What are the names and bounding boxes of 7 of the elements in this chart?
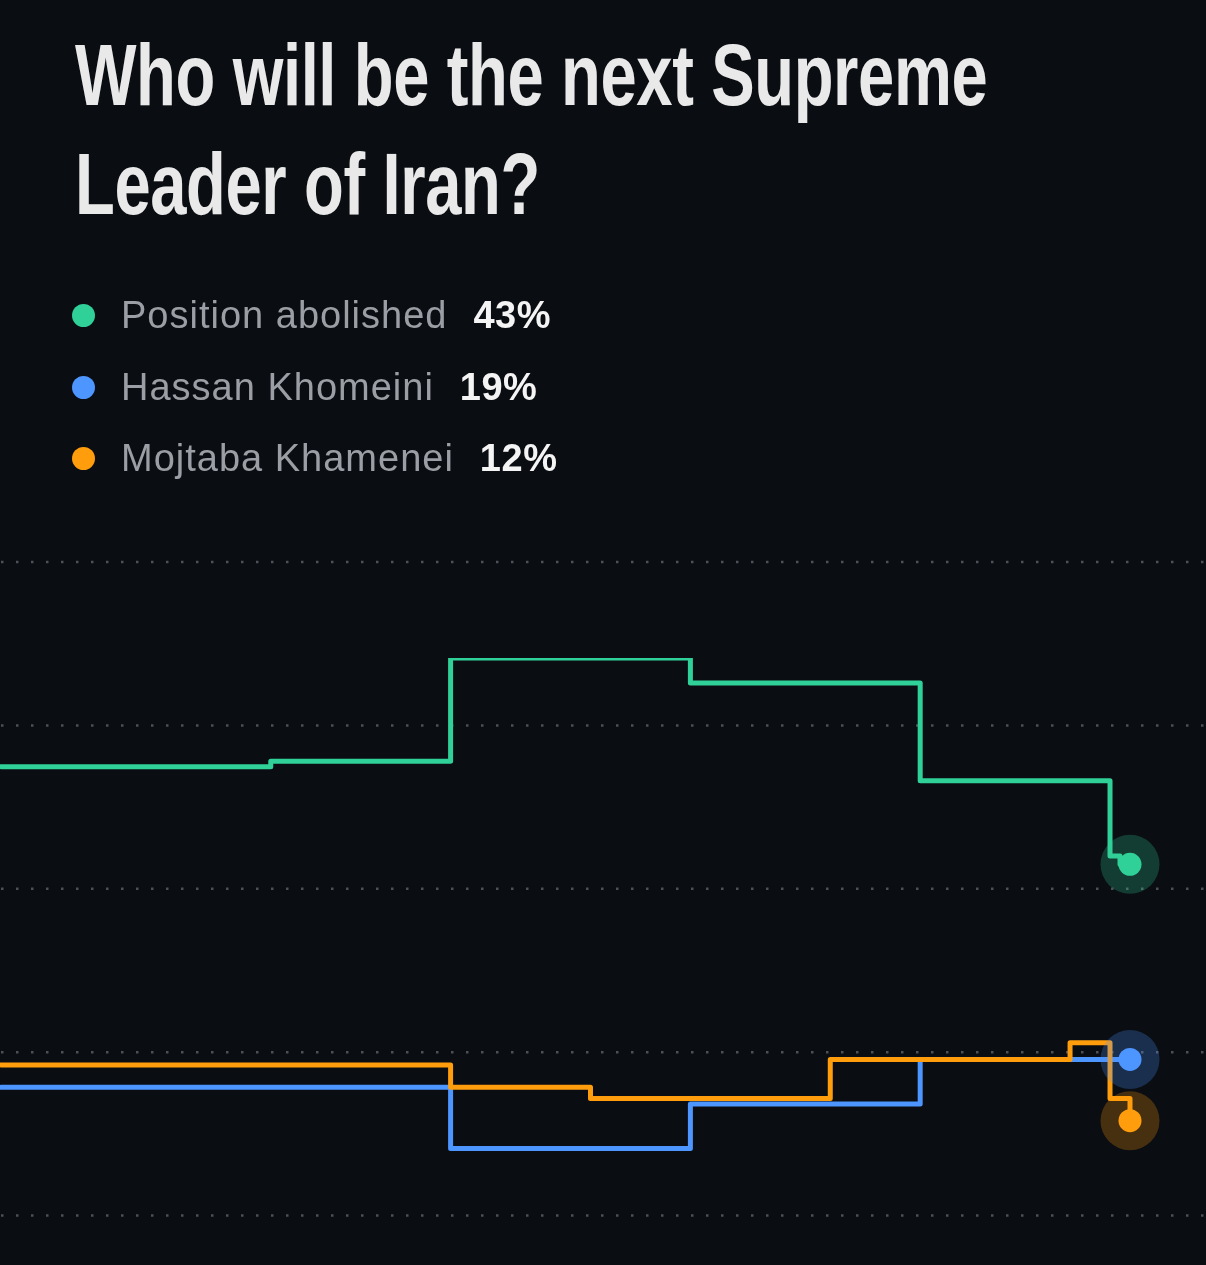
legend-label: Hassan Khomeini bbox=[121, 365, 434, 409]
text: 19% bbox=[459, 365, 538, 409]
chart-title: Who will be the next Supreme Leader of Iran? bbox=[75, 24, 989, 235]
legend-label: Position abolished bbox=[121, 294, 448, 338]
text: 43% bbox=[473, 294, 551, 338]
text: 12% bbox=[479, 437, 558, 481]
legend-label: Mojtaba Khamenei bbox=[121, 437, 454, 481]
